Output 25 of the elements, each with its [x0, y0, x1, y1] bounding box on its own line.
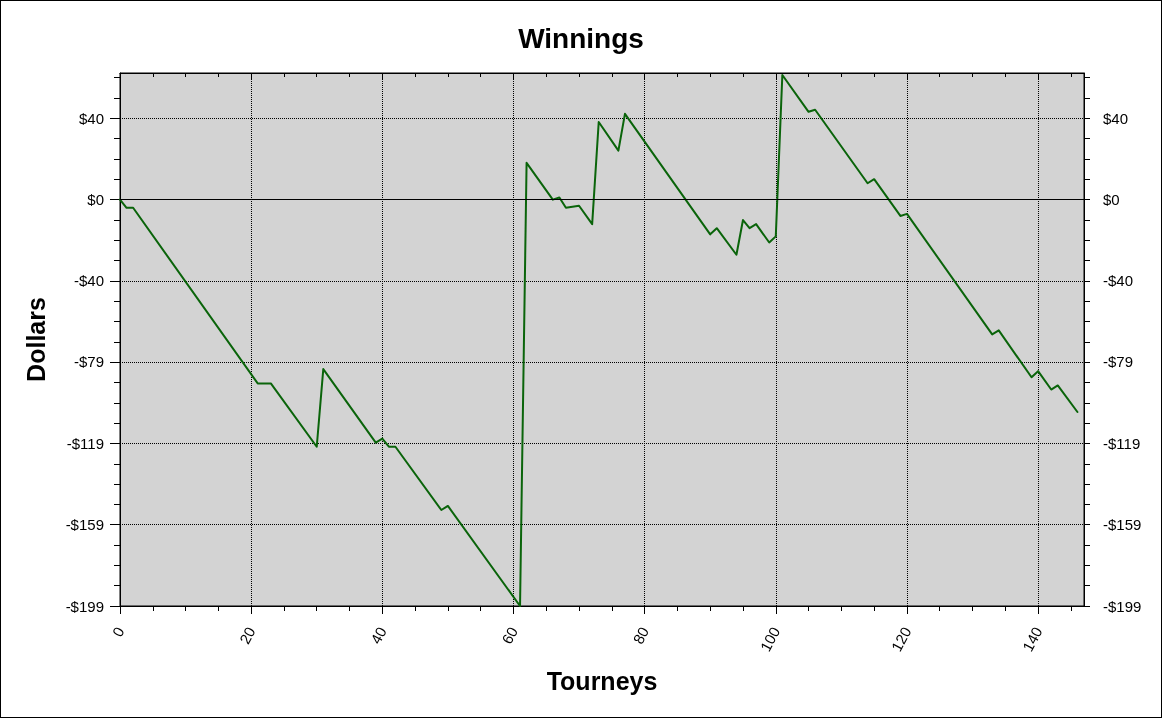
y2-tick-label: -$199 [1103, 597, 1142, 615]
y-tick-label: -$40 [73, 272, 104, 290]
x-tick-label: 100 [756, 624, 784, 655]
x-tick-label: 80 [629, 624, 653, 647]
y2-tick-label: -$119 [1103, 434, 1141, 452]
y2-tick-label: $40 [1103, 109, 1129, 127]
y2-tick-label: -$40 [1103, 272, 1134, 290]
y-tick-label: -$199 [65, 597, 104, 615]
y-tick-label: -$119 [66, 434, 104, 452]
y-tick-label: -$159 [65, 516, 104, 534]
y2-tick-label: -$159 [1103, 516, 1142, 534]
x-tick-label: 140 [1018, 624, 1046, 655]
x-axis-title: Tourneys [546, 666, 658, 695]
x-tick-label: 120 [887, 624, 915, 655]
x-tick-label: 20 [235, 624, 259, 647]
x-tick-label: 40 [366, 624, 390, 647]
y-tick-label: $0 [87, 191, 104, 209]
y-axis-title: Dollars [21, 297, 50, 382]
x-tick-label: 60 [498, 624, 521, 647]
y2-tick-label: -$79 [1103, 353, 1134, 371]
y2-tick-label: $0 [1103, 191, 1120, 209]
y-tick-label: -$79 [73, 353, 104, 371]
chart-title: Winnings [518, 22, 644, 54]
x-tick-label: 0 [108, 624, 128, 640]
y-tick-label: $40 [78, 109, 104, 127]
